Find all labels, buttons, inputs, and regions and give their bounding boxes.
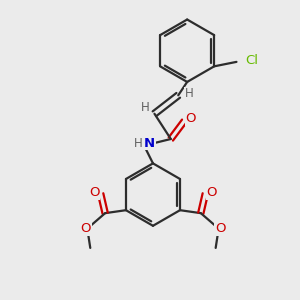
Text: H: H [141, 101, 149, 114]
Text: N: N [144, 137, 155, 150]
Text: Cl: Cl [245, 55, 258, 68]
Text: O: O [207, 186, 217, 199]
Text: H: H [134, 137, 143, 150]
Text: O: O [215, 222, 225, 235]
Text: O: O [81, 222, 91, 235]
Text: O: O [185, 112, 196, 125]
Text: H: H [185, 87, 194, 100]
Text: O: O [89, 186, 99, 199]
